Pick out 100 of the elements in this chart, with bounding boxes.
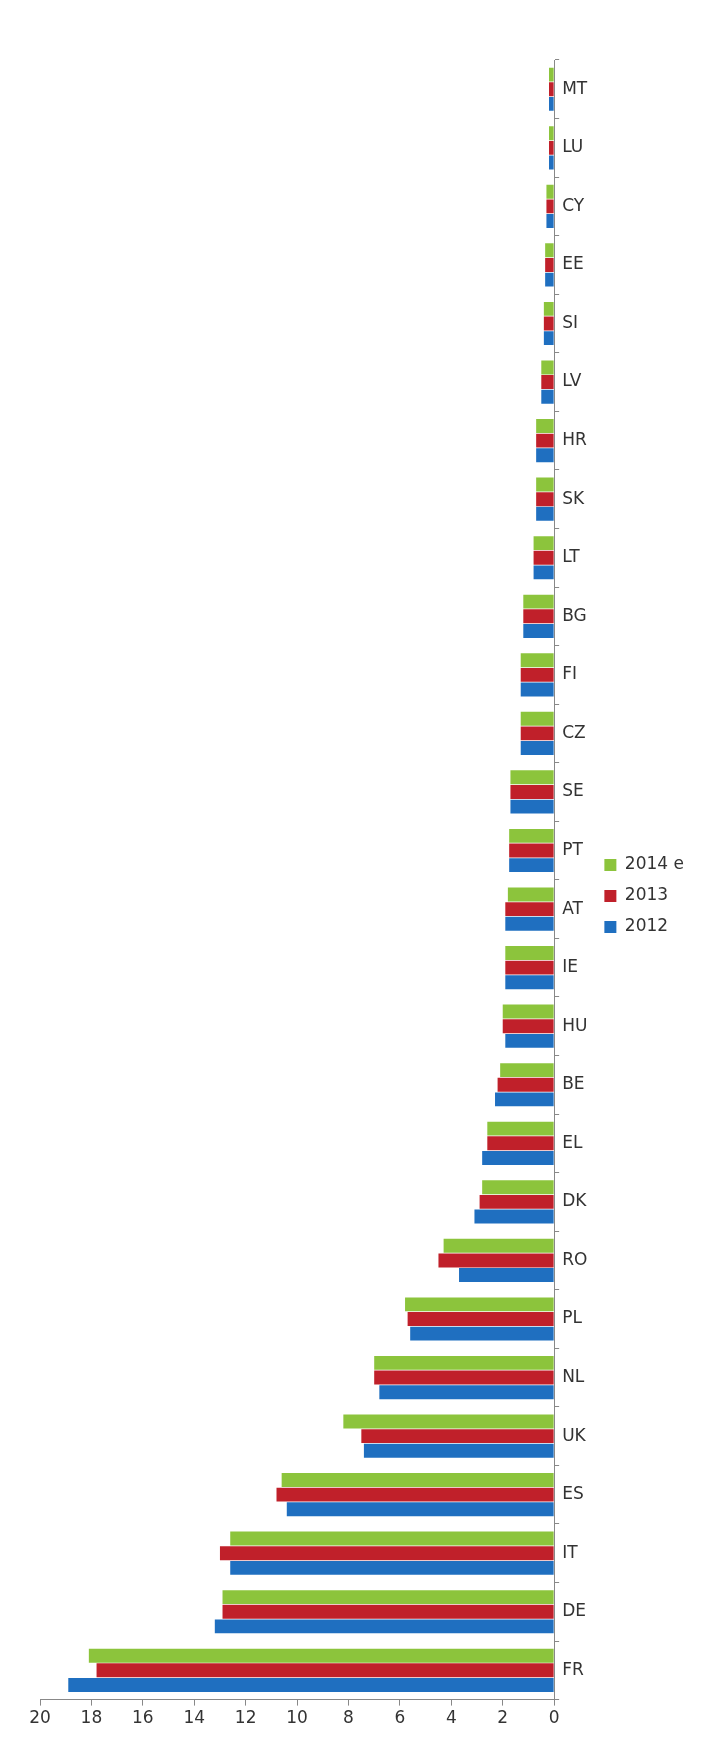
bar xyxy=(443,1238,554,1253)
bar xyxy=(533,565,554,580)
legend-label: 2012 xyxy=(624,915,669,936)
bar xyxy=(541,375,554,390)
bar xyxy=(543,316,554,331)
bar xyxy=(549,126,554,141)
bar xyxy=(479,1194,554,1209)
x-tick-label: 16 xyxy=(132,1707,154,1728)
y-tick-label: PL xyxy=(562,1307,583,1328)
bar xyxy=(520,711,554,726)
x-tick-label: 10 xyxy=(286,1707,308,1728)
bar xyxy=(510,770,554,785)
bar xyxy=(495,1092,554,1107)
y-tick-label: IT xyxy=(562,1541,579,1562)
x-tick-label: 6 xyxy=(394,1707,406,1728)
bar xyxy=(546,184,554,199)
y-tick-label: EL xyxy=(562,1131,583,1152)
bar xyxy=(222,1604,554,1619)
bar xyxy=(549,67,554,82)
bar xyxy=(281,1473,554,1487)
y-tick-label: IE xyxy=(562,956,578,977)
bar xyxy=(520,667,554,682)
bar xyxy=(502,1019,554,1034)
bar xyxy=(96,1663,554,1678)
bar xyxy=(541,389,554,404)
bar xyxy=(546,214,554,228)
bar xyxy=(214,1619,554,1634)
bar xyxy=(510,785,554,799)
y-tick-label: UK xyxy=(562,1424,587,1445)
bar xyxy=(276,1487,554,1502)
x-tick-label: 12 xyxy=(234,1707,257,1728)
bar xyxy=(505,902,554,917)
bar xyxy=(520,726,554,741)
bar xyxy=(502,1004,554,1019)
y-tick-label: FR xyxy=(562,1658,584,1679)
bar xyxy=(505,975,554,990)
y-tick-label: FI xyxy=(562,663,577,684)
bar xyxy=(533,550,554,565)
y-tick-label: AT xyxy=(562,897,584,918)
bar xyxy=(549,96,554,111)
bar xyxy=(438,1253,554,1268)
bar xyxy=(459,1268,554,1283)
bar xyxy=(482,1180,554,1195)
y-tick-label: HU xyxy=(562,1014,588,1035)
y-tick-label: CY xyxy=(562,194,585,215)
y-tick-label: HR xyxy=(562,429,587,450)
x-tick-label: 18 xyxy=(80,1707,103,1728)
y-tick-label: LU xyxy=(562,136,584,157)
bar xyxy=(505,946,554,960)
bar xyxy=(545,243,554,258)
bar xyxy=(222,1590,554,1605)
y-tick-label: LV xyxy=(562,370,582,391)
bar xyxy=(549,140,554,155)
bar xyxy=(536,419,554,433)
bar xyxy=(545,272,554,287)
y-tick-label: PT xyxy=(562,838,584,859)
y-tick-label: RO xyxy=(562,1248,588,1269)
bar xyxy=(533,536,554,551)
bar xyxy=(536,477,554,492)
y-tick-label: MT xyxy=(562,77,588,98)
y-tick-label: SE xyxy=(562,780,584,801)
bar xyxy=(549,82,554,97)
bar xyxy=(510,799,554,814)
bar xyxy=(523,609,554,624)
bar xyxy=(379,1385,554,1400)
y-tick-label: ES xyxy=(562,1483,584,1504)
y-tick-label: NL xyxy=(562,1365,585,1386)
bar xyxy=(543,331,554,346)
bar xyxy=(374,1355,554,1370)
bar xyxy=(88,1648,554,1663)
bar xyxy=(230,1560,554,1575)
bar xyxy=(343,1414,554,1429)
y-tick-label: CZ xyxy=(562,721,586,742)
bar xyxy=(536,433,554,448)
bar xyxy=(523,623,554,638)
bar xyxy=(509,828,554,843)
bar xyxy=(505,960,554,975)
bar xyxy=(549,155,554,170)
bar xyxy=(536,492,554,507)
bar xyxy=(509,858,554,873)
bar xyxy=(474,1209,554,1224)
x-tick-label: 4 xyxy=(445,1707,457,1728)
bar xyxy=(482,1150,554,1165)
legend-label: 2013 xyxy=(624,884,669,905)
bar xyxy=(405,1297,554,1312)
y-tick-label: EE xyxy=(562,253,584,274)
x-tick-label: 8 xyxy=(343,1707,354,1728)
bar xyxy=(520,682,554,697)
bar xyxy=(523,594,554,609)
y-tick-label: DK xyxy=(562,1190,588,1211)
bar xyxy=(505,916,554,931)
bar xyxy=(407,1312,554,1326)
bar xyxy=(520,741,554,755)
bar xyxy=(543,301,554,316)
bar xyxy=(361,1429,554,1444)
bar xyxy=(230,1531,554,1546)
x-tick-label: 20 xyxy=(29,1707,51,1728)
y-tick-label: DE xyxy=(562,1600,586,1621)
bar xyxy=(219,1546,554,1561)
bar xyxy=(497,1077,554,1092)
